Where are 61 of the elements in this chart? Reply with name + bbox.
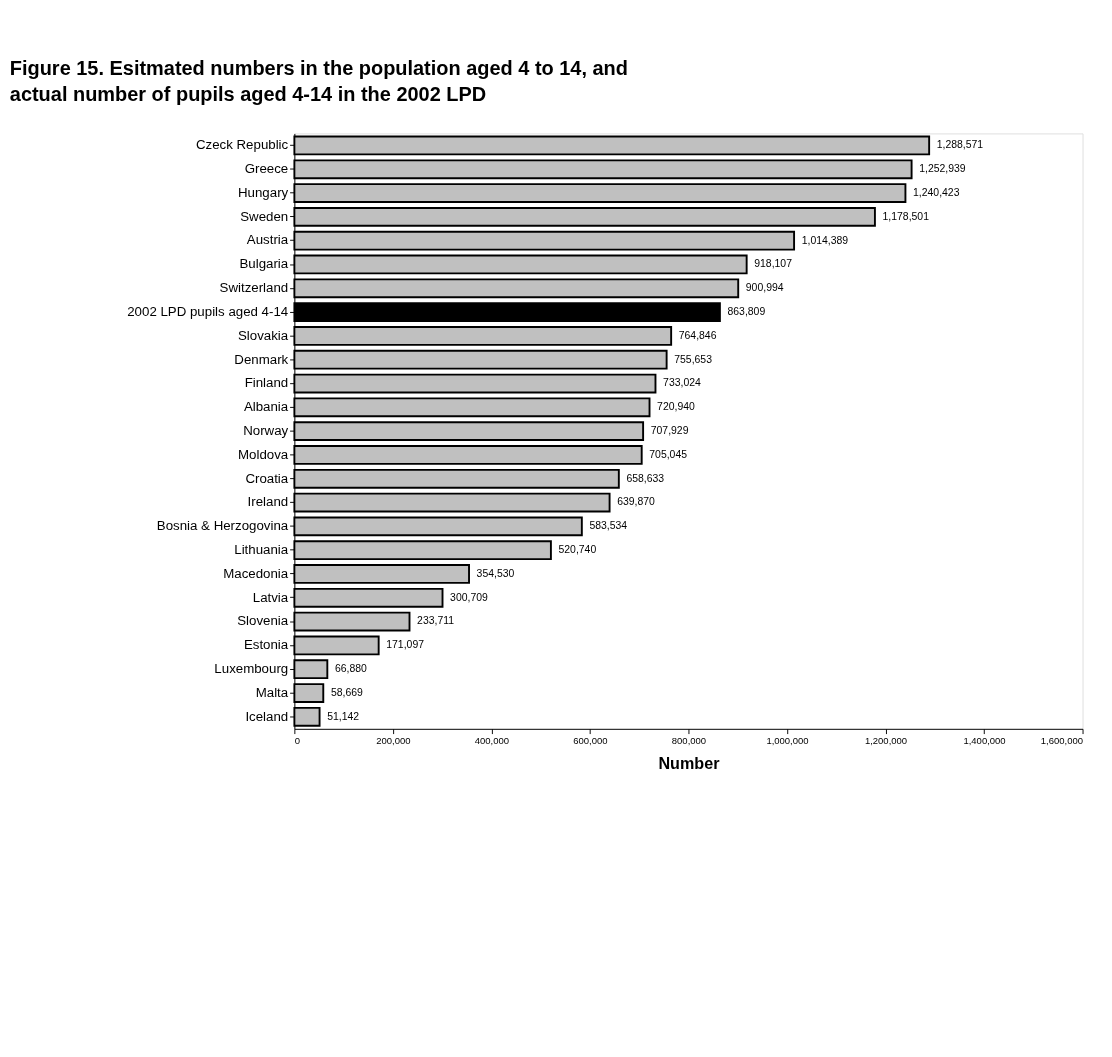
x-axis-title: Number <box>658 754 721 773</box>
y-tick-label: Luxembourg <box>214 661 289 677</box>
data-label: 1,178,501 <box>882 210 930 222</box>
y-tick-label: Bosnia & Herzogovina <box>156 518 289 534</box>
data-label: 583,534 <box>589 520 628 532</box>
y-tick-label: Malta <box>255 684 289 700</box>
y-tick-label: Macedonia <box>223 565 289 581</box>
y-tick-label: Slovenia <box>237 613 289 629</box>
y-tick-label: Moldova <box>238 446 289 462</box>
data-label: 1,252,939 <box>919 163 966 175</box>
data-label: 764,846 <box>678 329 717 341</box>
y-tick-label: Croatia <box>245 470 289 486</box>
data-label: 900,994 <box>745 282 784 294</box>
x-tick-label: 1,400,000 <box>963 734 1006 746</box>
data-label: 720,940 <box>657 401 696 413</box>
x-tick-label: 1,000,000 <box>766 734 809 746</box>
x-tick-label: 0 <box>294 734 301 746</box>
y-tick-label: Switzerland <box>219 280 289 296</box>
y-tick-label: Denmark <box>234 351 289 367</box>
data-label: 66,880 <box>334 663 368 675</box>
x-tick-label: 800,000 <box>671 734 707 746</box>
x-tick-label: 1,600,000 <box>1040 734 1084 746</box>
data-label: 658,633 <box>626 472 665 484</box>
y-tick-label: Iceland <box>245 708 289 724</box>
data-label: 707,929 <box>650 424 689 436</box>
data-label: 755,653 <box>674 353 713 365</box>
data-label: 1,288,571 <box>936 139 984 151</box>
data-label: 354,530 <box>476 567 515 579</box>
x-tick-label: 200,000 <box>376 734 411 746</box>
y-tick-label: Ireland <box>247 494 289 510</box>
data-label: 171,097 <box>386 639 425 651</box>
data-label: 733,024 <box>663 377 701 389</box>
data-label: 918,107 <box>754 258 793 270</box>
data-label: 520,740 <box>558 544 597 556</box>
y-tick-label: Greece <box>244 161 289 177</box>
y-tick-label: Estonia <box>243 637 289 653</box>
y-tick-label: Bulgaria <box>239 256 289 272</box>
data-label: 58,669 <box>330 686 363 698</box>
y-tick-label: Latvia <box>252 589 289 605</box>
y-tick-label: Austria <box>246 232 289 248</box>
x-tick-label: 1,200,000 <box>864 734 908 746</box>
data-label: 863,809 <box>727 305 766 317</box>
data-label: 705,045 <box>649 448 688 460</box>
data-label: 639,870 <box>617 496 656 508</box>
x-tick-label: 400,000 <box>474 734 510 746</box>
y-tick-label: Sweden <box>240 208 289 224</box>
x-tick-label: 600,000 <box>573 734 608 746</box>
y-tick-label: Lithuania <box>234 541 289 557</box>
chart-title: Figure 15. Esitmated numbers in the population aged 4 to 14, and actual number of pupils aged 4-14 in the 2002 LPD <box>9 56 628 106</box>
y-tick-label: Finland <box>244 375 289 391</box>
y-tick-label: Slovakia <box>238 327 289 343</box>
y-tick-label: Hungary <box>238 184 289 200</box>
data-label: 233,711 <box>417 615 455 627</box>
y-tick-label: Czeck Republic <box>195 137 289 153</box>
data-label: 51,142 <box>327 710 360 722</box>
y-tick-label: 2002 LPD pupils aged 4-14 <box>127 303 289 319</box>
y-tick-label: Albania <box>243 399 289 415</box>
data-label: 1,014,389 <box>801 234 849 246</box>
data-label: 1,240,423 <box>913 186 960 198</box>
y-tick-label: Norway <box>243 422 289 438</box>
data-label: 300,709 <box>450 591 489 603</box>
